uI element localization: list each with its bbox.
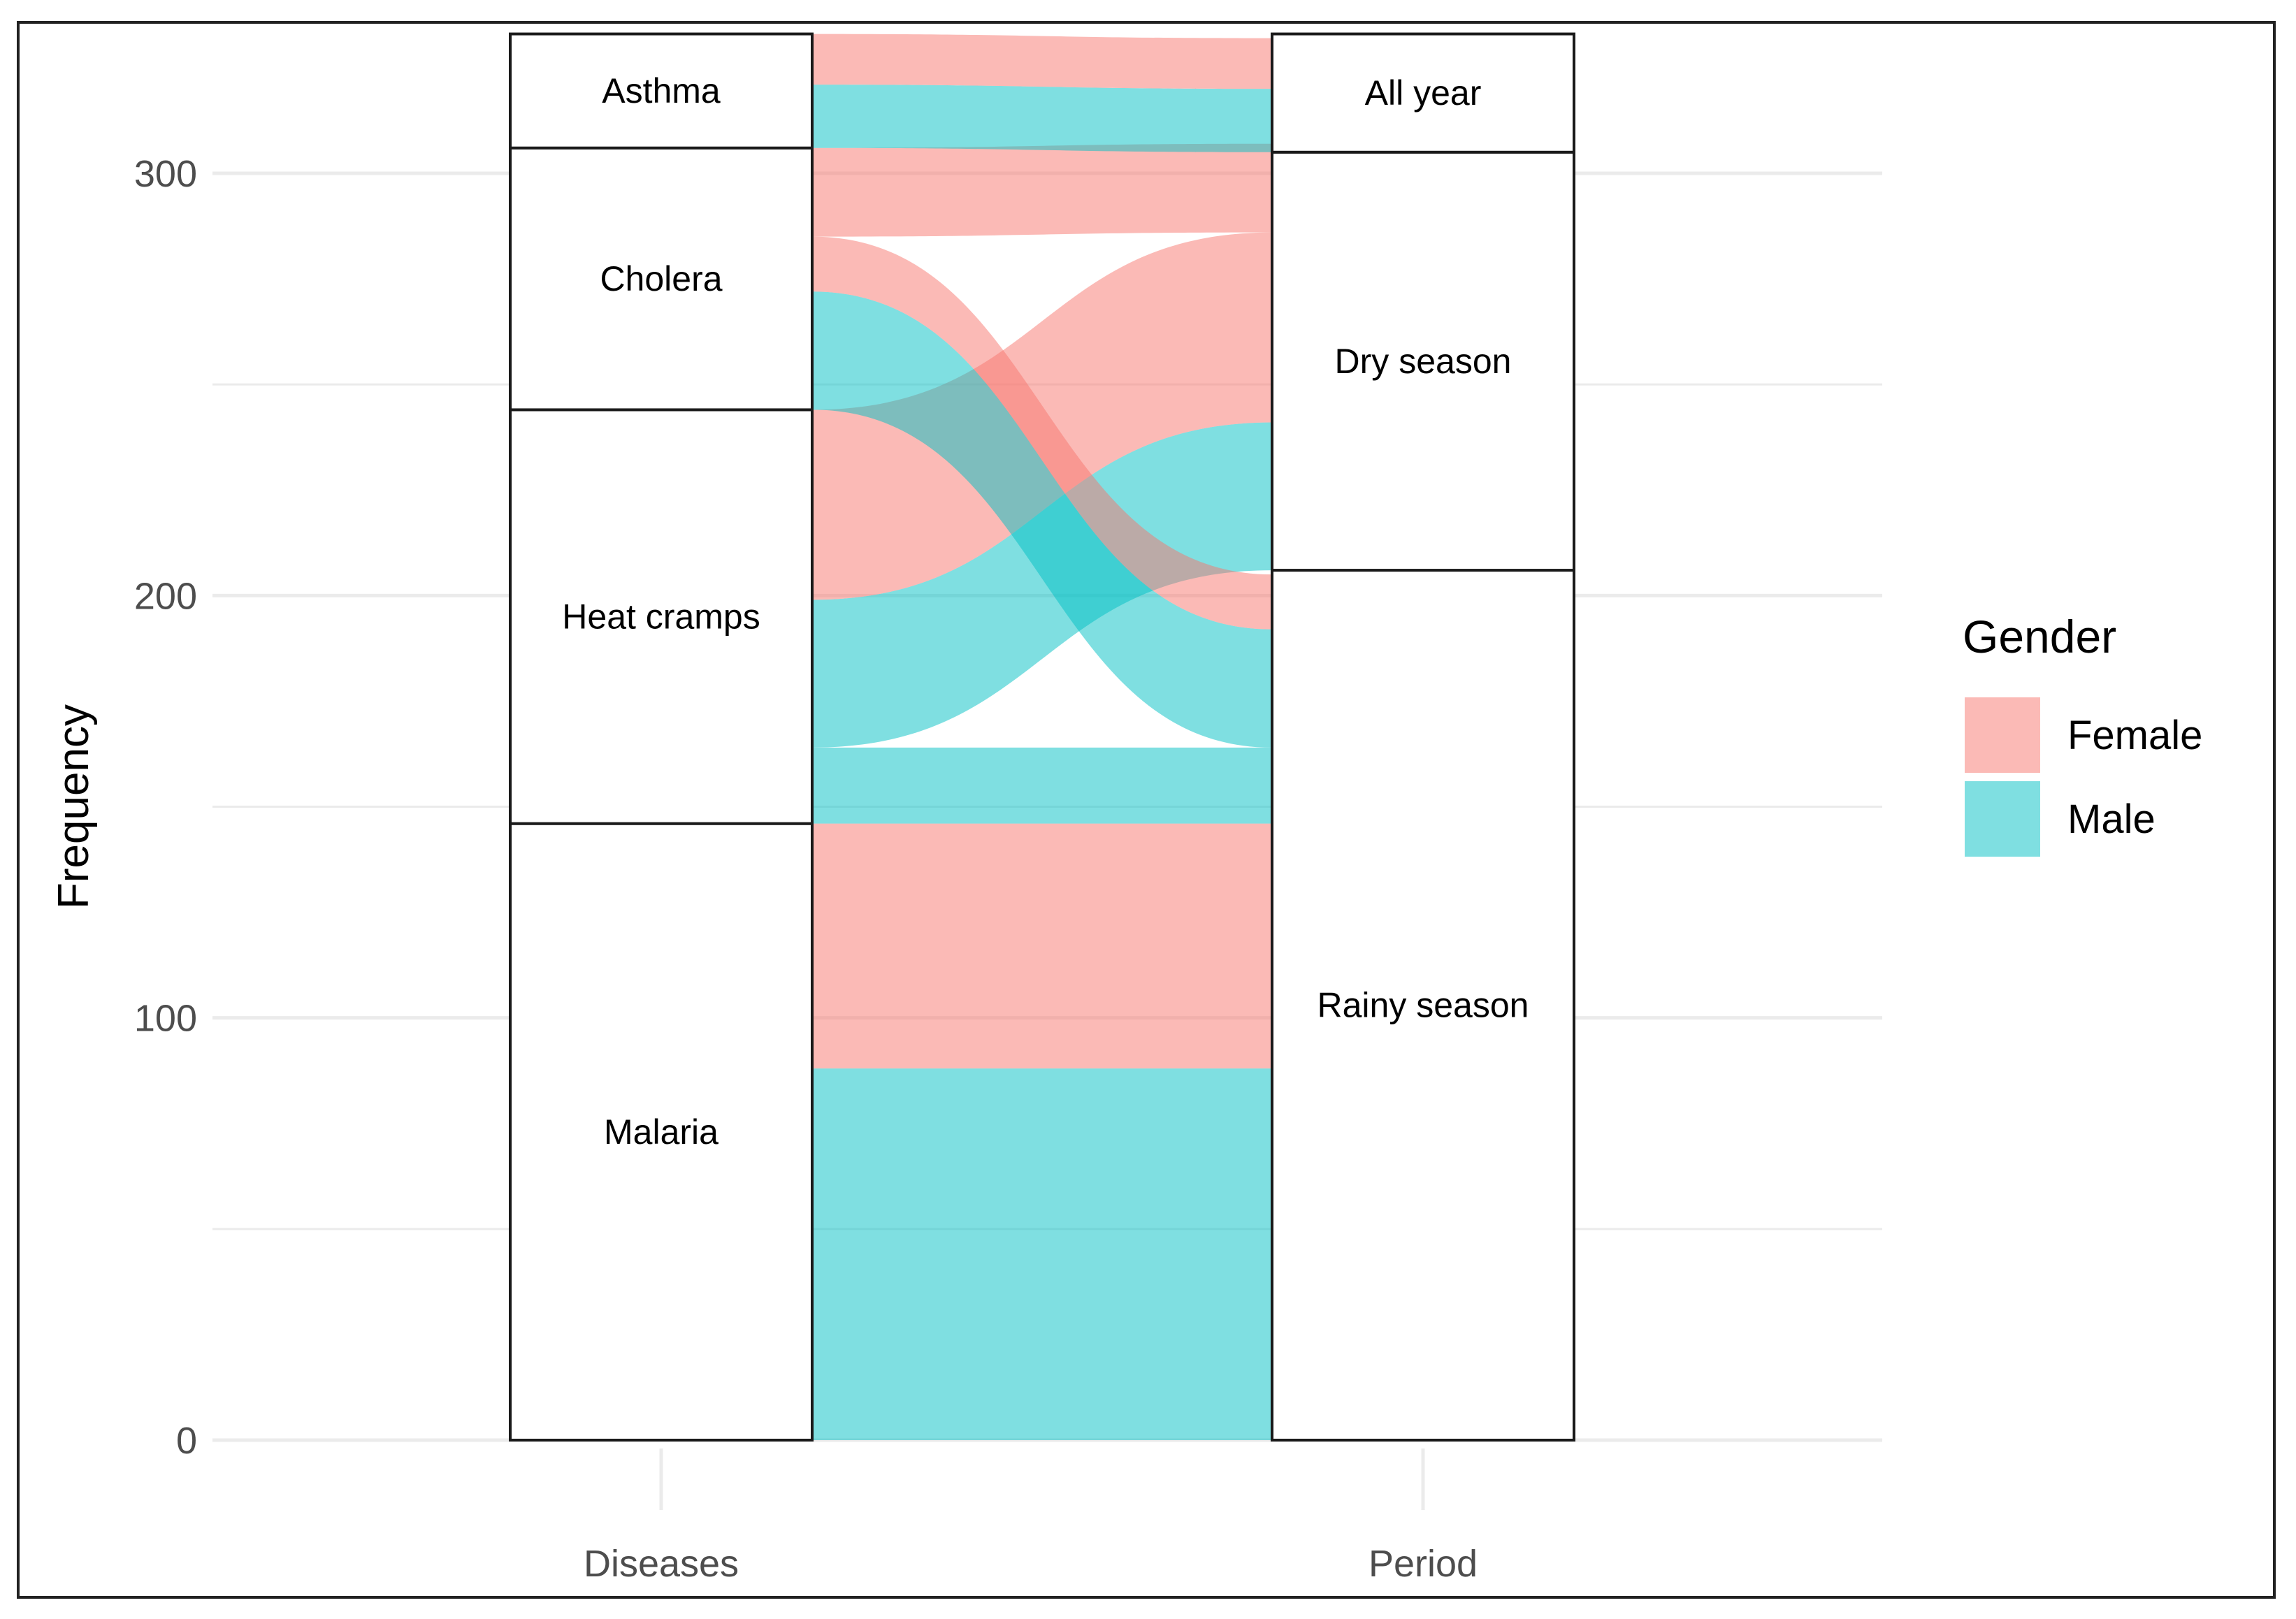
stratum-layer: Malaria Heat cramps Cholera Asthma Rainy sea… bbox=[509, 32, 1575, 1442]
stratum-label: Malaria bbox=[604, 1112, 719, 1152]
chart-frame: Malaria Heat cramps Cholera Asthma Rainy sea… bbox=[17, 21, 2276, 1599]
flow-layer bbox=[812, 34, 1272, 1440]
stratum-label: Cholera bbox=[600, 259, 722, 298]
stratum-diseases bbox=[509, 32, 814, 150]
legend-title: Gender bbox=[1963, 611, 2116, 662]
flow-male bbox=[812, 291, 1272, 748]
alluvial-chart: Malaria Heat cramps Cholera Asthma Rainy sea… bbox=[50, 32, 2202, 1585]
stratum-label: Rainy season bbox=[1317, 986, 1529, 1025]
y-tick-label: 300 bbox=[134, 153, 197, 195]
flow-female bbox=[812, 143, 1272, 237]
legend-label: Male bbox=[2067, 797, 2156, 842]
flow-male bbox=[812, 85, 1272, 152]
stratum-period bbox=[1271, 150, 1575, 572]
x-tick-label: Period bbox=[1369, 1543, 1478, 1585]
tick-layer: 0 100 200 300 Diseases Period bbox=[134, 153, 1478, 1585]
stratum-label: Heat cramps bbox=[562, 597, 760, 637]
stratum-period bbox=[1271, 569, 1575, 1442]
stratum-diseases bbox=[509, 408, 814, 825]
flow-female bbox=[812, 236, 1272, 630]
stratum-diseases bbox=[509, 822, 814, 1442]
legend-key-male bbox=[1962, 778, 2043, 859]
flow-male bbox=[812, 422, 1272, 748]
flow-female bbox=[812, 34, 1272, 89]
flow-male bbox=[812, 747, 1272, 824]
y-tick-label: 200 bbox=[134, 575, 197, 617]
flow-female bbox=[812, 823, 1272, 1069]
legend-label: Female bbox=[2067, 713, 2202, 758]
x-tick-label: Diseases bbox=[584, 1543, 739, 1585]
stratum-label: Dry season bbox=[1335, 342, 1512, 381]
legend-key-female bbox=[1962, 695, 2043, 776]
y-tick-label: 100 bbox=[134, 998, 197, 1040]
legend: Gender Female Male bbox=[1962, 611, 2202, 859]
stratum-period bbox=[1271, 32, 1575, 154]
flow-male bbox=[812, 1068, 1272, 1440]
stratum-diseases bbox=[509, 146, 814, 412]
y-axis-title: Frequency bbox=[50, 704, 98, 909]
y-tick-label: 0 bbox=[176, 1420, 197, 1462]
stratum-label: All year bbox=[1365, 73, 1482, 112]
stratum-label: Asthma bbox=[602, 71, 721, 110]
